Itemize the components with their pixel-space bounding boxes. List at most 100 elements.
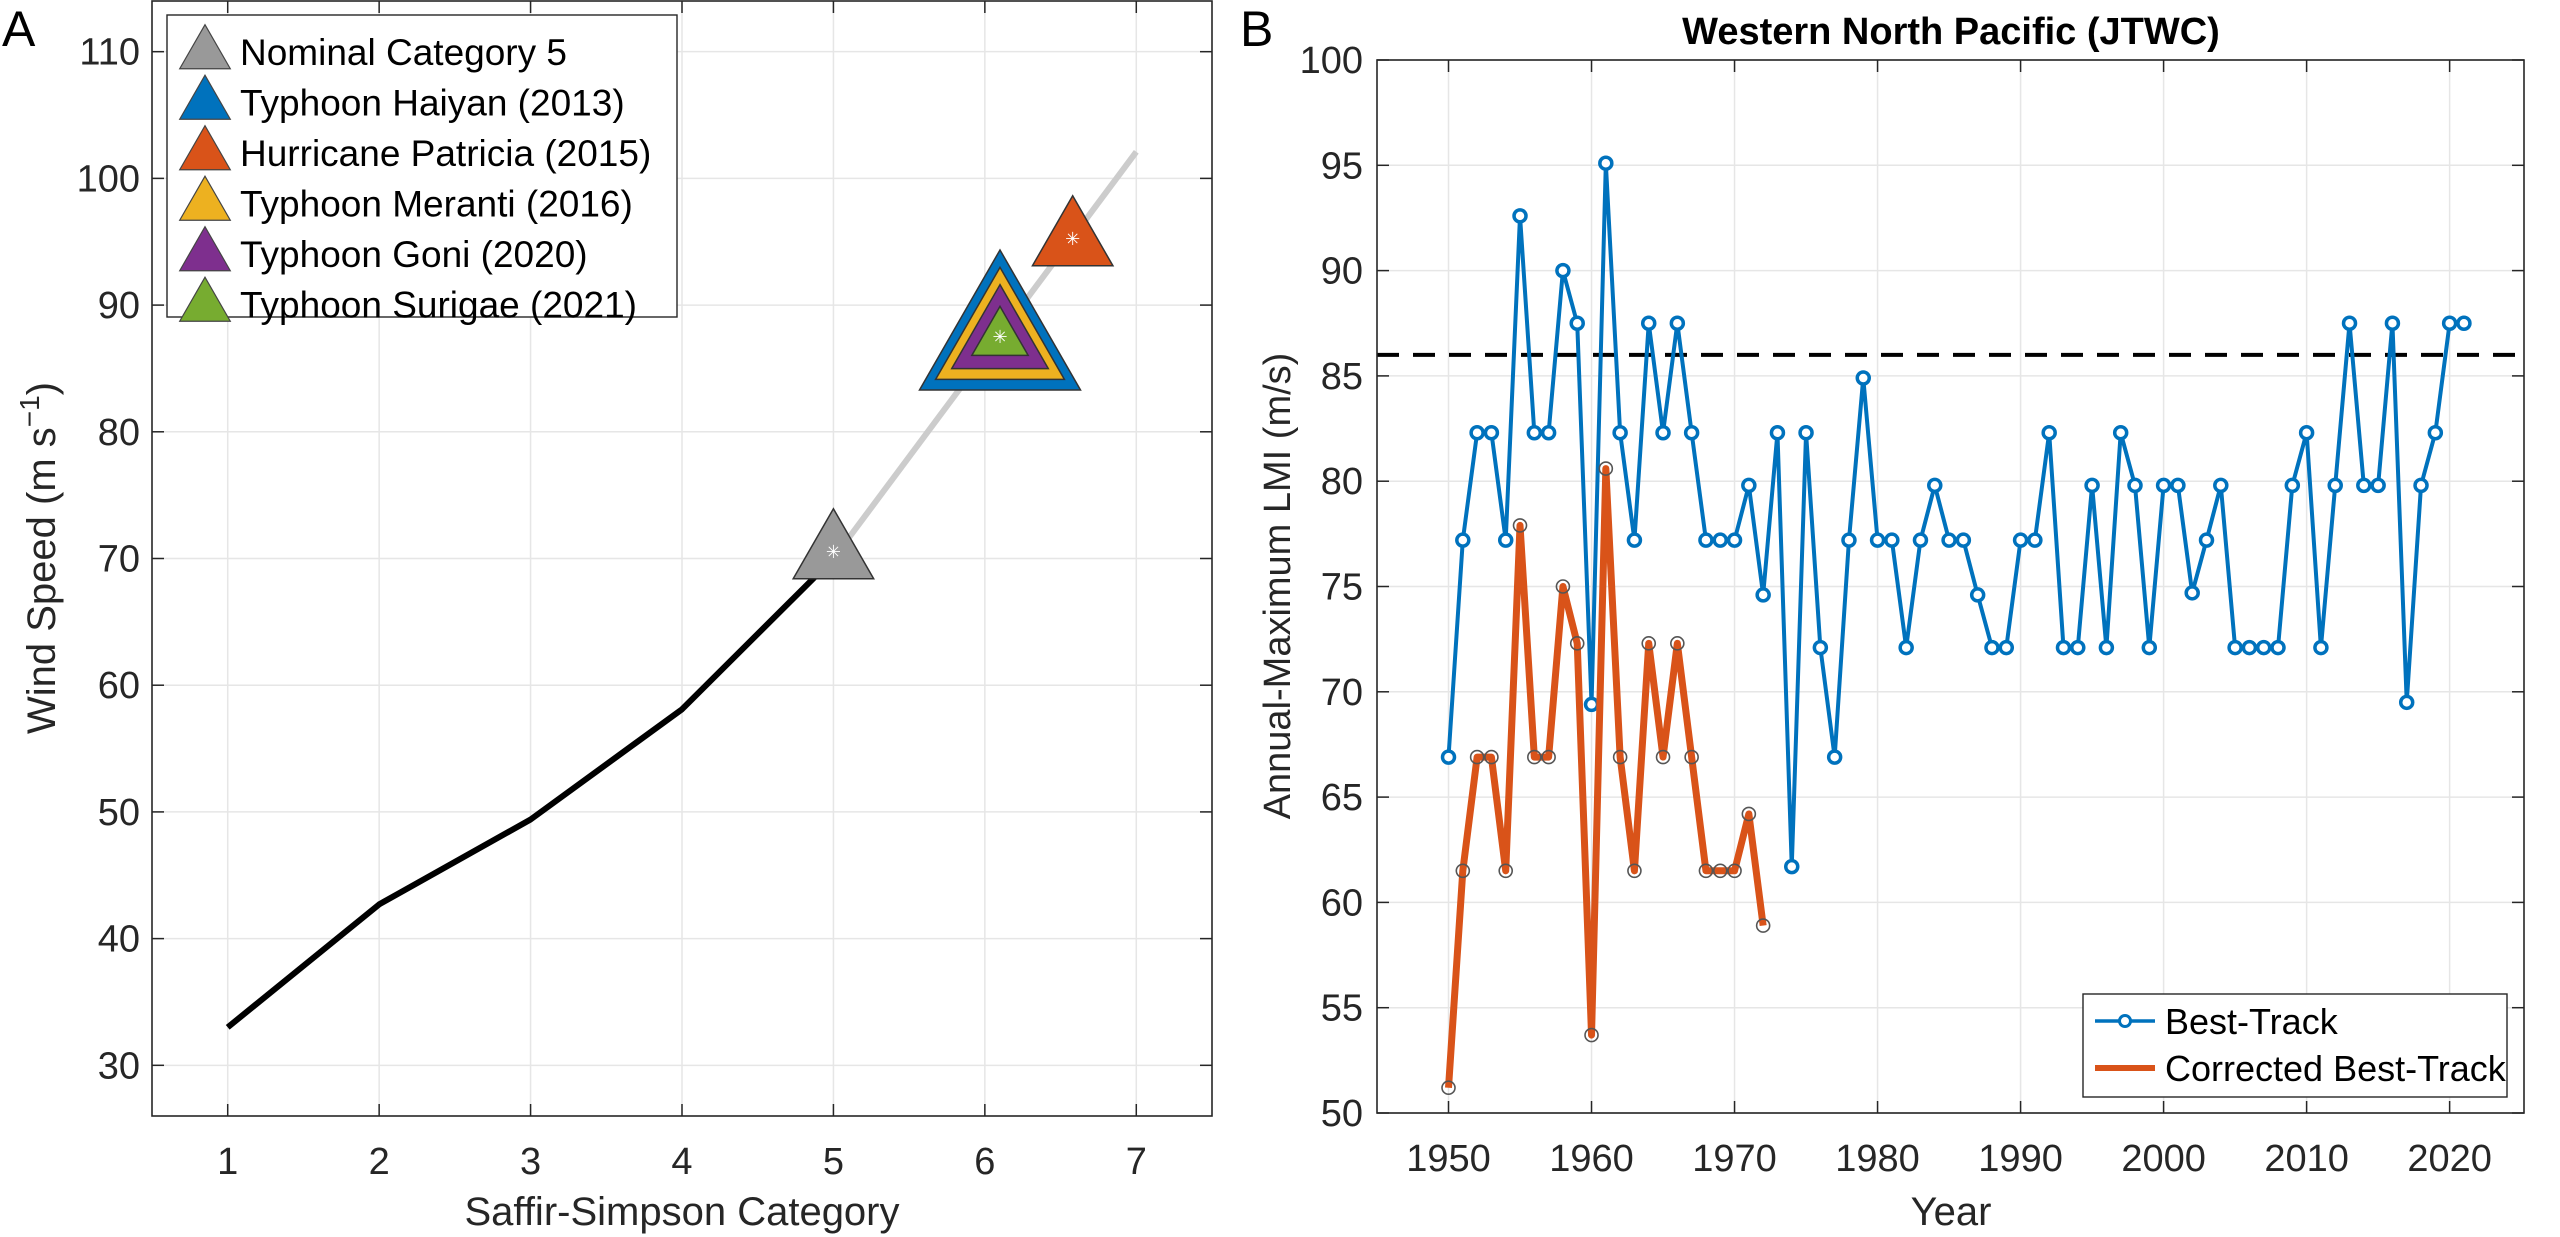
best-track-point xyxy=(2027,532,2043,548)
best-track-point xyxy=(2384,315,2401,331)
legend-triangle-icon xyxy=(178,175,232,221)
corrected-best-track-point xyxy=(1469,749,1485,765)
best-track-point xyxy=(1669,315,1686,331)
saffir-simpson-line xyxy=(225,556,836,1030)
legend-triangle-icon xyxy=(178,276,232,322)
best-track-point xyxy=(1655,425,1671,441)
y-tick-label: 70 xyxy=(1321,672,1363,714)
best-track-point xyxy=(2170,477,2186,494)
best-track-point xyxy=(1826,749,1843,765)
corrected-best-track-point xyxy=(1755,918,1771,933)
x-tick-label: 5 xyxy=(823,1141,844,1183)
legend-label-a: Hurricane Patricia (2015) xyxy=(240,133,651,174)
best-track-point xyxy=(2155,477,2172,494)
legend-label-a: Typhoon Surigae (2021) xyxy=(240,285,637,326)
best-track-point xyxy=(1884,532,1900,548)
best-track-point xyxy=(2413,477,2429,494)
corrected-best-track-point xyxy=(1641,636,1657,651)
corrected-best-track-point xyxy=(1727,863,1742,879)
x-tick-label: 1960 xyxy=(1549,1138,1634,1180)
best-track-point xyxy=(1841,532,1857,548)
corrected-best-track-point xyxy=(1541,749,1556,765)
panel-label-b: B xyxy=(1240,1,1273,57)
best-track-point xyxy=(1741,477,1757,494)
best-track-point xyxy=(2112,425,2129,441)
legend-label-a: Typhoon Haiyan (2013) xyxy=(240,83,625,124)
best-track-point xyxy=(2098,639,2115,656)
y-tick-label: 65 xyxy=(1321,777,1363,819)
corrected-best-track-point xyxy=(1712,863,1728,879)
best-track-point xyxy=(2313,639,2329,656)
best-track-point xyxy=(1698,532,1714,548)
best-track-point xyxy=(1784,858,1800,875)
corrected-best-track-point xyxy=(1598,461,1614,476)
y-tick-label: 50 xyxy=(1321,1093,1363,1135)
best-track-point xyxy=(1998,639,2015,656)
corrected-best-track-point xyxy=(1741,806,1757,822)
best-track-point xyxy=(1483,425,1500,441)
chart-title-b: Western North Pacific (JTWC) xyxy=(1682,11,2220,53)
best-track-point xyxy=(2298,425,2315,441)
best-track-point xyxy=(1941,532,1957,548)
best-track-point xyxy=(1612,425,1628,441)
best-track-point xyxy=(1469,425,1485,441)
y-axis-label-a: Wind Speed (m s−1) xyxy=(14,382,64,734)
best-track-point xyxy=(1569,315,1585,331)
best-track-point xyxy=(1912,532,1929,548)
best-track-point xyxy=(1927,477,1943,494)
corrected-best-track-point xyxy=(1484,749,1499,765)
x-tick-label: 1 xyxy=(217,1141,238,1183)
best-track-point xyxy=(1598,155,1614,171)
best-track-point xyxy=(1855,370,1872,386)
best-track-point xyxy=(2198,532,2215,548)
markers-a: ✳ ✳ ✳ xyxy=(791,194,1115,580)
best-track-point xyxy=(1526,425,1543,441)
best-track-point xyxy=(1755,587,1771,603)
legend-triangle-icon xyxy=(178,225,232,272)
y-tick-label: 110 xyxy=(79,32,140,74)
x-tick-label: 6 xyxy=(974,1141,995,1183)
legend-triangle-icon xyxy=(178,74,232,120)
best-track-point xyxy=(2370,477,2386,494)
x-tick-label: 1970 xyxy=(1692,1138,1777,1180)
corrected-best-track-point xyxy=(1584,1027,1599,1043)
x-tick-label: 2 xyxy=(369,1141,390,1183)
best-track-point xyxy=(2070,639,2086,656)
y-tick-label: 60 xyxy=(98,665,140,707)
best-track-point xyxy=(2427,425,2444,441)
y-tick-label: 55 xyxy=(1321,988,1363,1030)
center-star-icon: ✳ xyxy=(1065,229,1080,249)
marker-typhoon-surigae-2021 xyxy=(970,304,1030,357)
best-track-point xyxy=(1984,639,2000,656)
best-track-point xyxy=(2327,477,2343,494)
x-tick-label: 2020 xyxy=(2407,1138,2492,1180)
y-tick-label: 90 xyxy=(1321,251,1363,293)
legend-label-corrected: Corrected Best-Track xyxy=(2165,1048,2507,1089)
y-tick-label: 80 xyxy=(1321,461,1363,503)
panel-a: A ✳ ✳ ✳ 1 2 3 4 5 6 7 30 40 50 60 70 80 90 100 110 Saffir… xyxy=(2,0,1213,1234)
best-track-point xyxy=(1898,639,1914,656)
corrected-best-track-point xyxy=(1498,863,1514,879)
best-track-point xyxy=(2441,315,2458,331)
best-track-point xyxy=(1640,315,1657,331)
best-track-point xyxy=(2055,639,2072,656)
legend-box-b xyxy=(2082,993,2508,1098)
x-tick-label: 2010 xyxy=(2264,1138,2349,1180)
legend-triangle-icon xyxy=(178,124,232,171)
y-tick-label: 30 xyxy=(98,1045,140,1087)
legend-label-best-track: Best-Track xyxy=(2165,1001,2339,1042)
panel-b: B Western North Pacific (JTWC) 1950 1960 1… xyxy=(1240,1,2525,1234)
y-tick-label: 80 xyxy=(98,412,140,454)
best-track-point xyxy=(2041,425,2057,441)
y-tick-label: 95 xyxy=(1321,145,1363,187)
x-tick-label: 3 xyxy=(520,1141,541,1183)
y-tick-label: 100 xyxy=(1300,40,1363,82)
corrected-best-track-line xyxy=(1445,465,1767,1088)
best-track-point xyxy=(1555,262,1571,279)
legend-label-a: Typhoon Meranti (2016) xyxy=(240,184,633,225)
legend-triangle-icon xyxy=(178,23,232,70)
corrected-best-track-point xyxy=(1612,749,1628,765)
panel-label-a: A xyxy=(2,1,36,57)
y-tick-label: 75 xyxy=(1321,567,1363,609)
